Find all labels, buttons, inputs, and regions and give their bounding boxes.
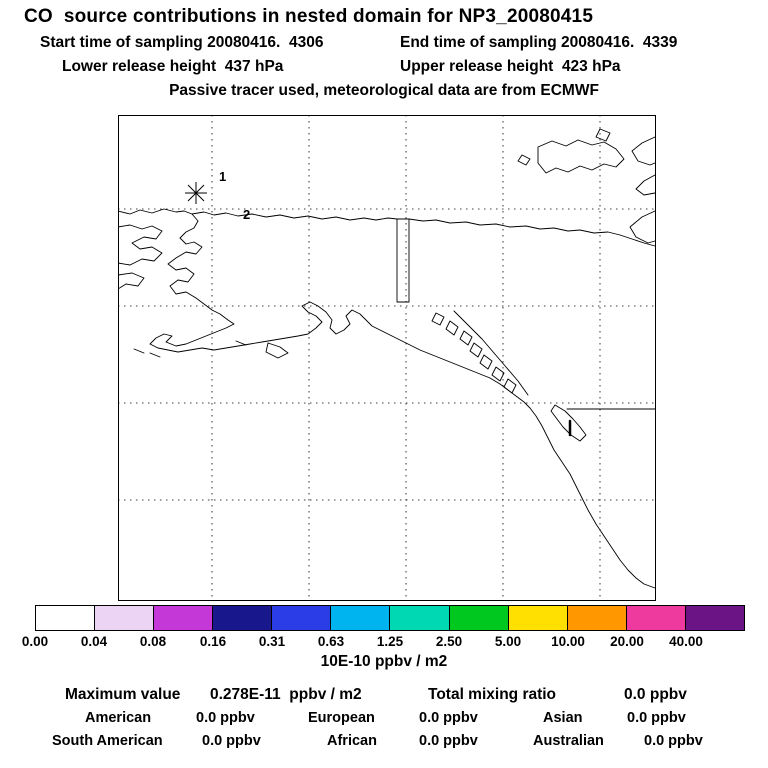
map-gridlines bbox=[118, 115, 656, 601]
colorbar-tick-label: 40.00 bbox=[669, 634, 703, 649]
maximum-value: 0.278E-11 ppbv / m2 bbox=[210, 686, 362, 703]
marker-label-1: 1 bbox=[219, 169, 226, 184]
region-value-australian: 0.0 ppbv bbox=[644, 733, 703, 749]
maximum-value-label: Maximum value bbox=[65, 686, 181, 703]
region-value-european: 0.0 ppbv bbox=[419, 710, 478, 726]
colorbar-segment bbox=[272, 606, 332, 630]
map-frame bbox=[118, 115, 656, 601]
colorbar-tick-label: 0.63 bbox=[317, 634, 345, 649]
colorbar-segment bbox=[154, 606, 214, 630]
colorbar bbox=[35, 605, 745, 631]
colorbar-segment bbox=[449, 606, 509, 630]
colorbar-tick-label: 0.31 bbox=[258, 634, 286, 649]
region-name-australian: Australian bbox=[533, 733, 604, 749]
marker-label-2: 2 bbox=[243, 207, 250, 222]
tracer-info-text: Passive tracer used, meteorological data… bbox=[169, 82, 599, 99]
colorbar-segment bbox=[95, 606, 155, 630]
region-value-asian: 0.0 ppbv bbox=[627, 710, 686, 726]
region-name-african: African bbox=[327, 733, 377, 749]
colorbar-tick-label: 1.25 bbox=[376, 634, 404, 649]
region-value-african: 0.0 ppbv bbox=[419, 733, 478, 749]
page-title: CO source contributions in nested domain… bbox=[24, 6, 594, 27]
colorbar-segment bbox=[685, 606, 744, 630]
map-plot: 1 2 bbox=[118, 115, 656, 601]
region-name-south-american: South American bbox=[52, 733, 163, 749]
upper-release-text: Upper release height 423 hPa bbox=[400, 58, 621, 75]
colorbar-tick-label: 0.04 bbox=[80, 634, 108, 649]
region-value-south-american: 0.0 ppbv bbox=[202, 733, 261, 749]
end-time-text: End time of sampling 20080416. 4339 bbox=[400, 34, 678, 51]
colorbar-tick-label: 2.50 bbox=[435, 634, 463, 649]
colorbar-segment bbox=[213, 606, 273, 630]
total-mixing-ratio-label: Total mixing ratio bbox=[428, 686, 557, 703]
total-mixing-ratio-value: 0.0 ppbv bbox=[624, 686, 687, 703]
colorbar-tick-label: 20.00 bbox=[610, 634, 644, 649]
region-value-american: 0.0 ppbv bbox=[196, 710, 255, 726]
colorbar-segment bbox=[508, 606, 568, 630]
region-name-american: American bbox=[85, 710, 152, 726]
release-marker-icon bbox=[185, 182, 207, 204]
colorbar-segment bbox=[626, 606, 686, 630]
colorbar-tick-label: 0.00 bbox=[21, 634, 49, 649]
colorbar-segment bbox=[331, 606, 391, 630]
region-name-asian: Asian bbox=[543, 710, 583, 726]
region-name-european: European bbox=[308, 710, 375, 726]
start-time-text: Start time of sampling 20080416. 4306 bbox=[40, 34, 324, 51]
vancouver-island bbox=[550, 404, 587, 442]
lower-release-text: Lower release height 437 hPa bbox=[62, 58, 284, 75]
coastline bbox=[118, 128, 656, 589]
colorbar-segment bbox=[567, 606, 627, 630]
colorbar-tick-label: 0.08 bbox=[139, 634, 167, 649]
colorbar-segment bbox=[390, 606, 450, 630]
colorbar-tick-label: 10.00 bbox=[551, 634, 585, 649]
colorbar-segment bbox=[36, 606, 96, 630]
colorbar-tick-label: 0.16 bbox=[199, 634, 227, 649]
border-meridian bbox=[396, 218, 410, 303]
colorbar-units: 10E-10 ppbv / m2 bbox=[320, 653, 448, 670]
colorbar-tick-label: 5.00 bbox=[494, 634, 522, 649]
